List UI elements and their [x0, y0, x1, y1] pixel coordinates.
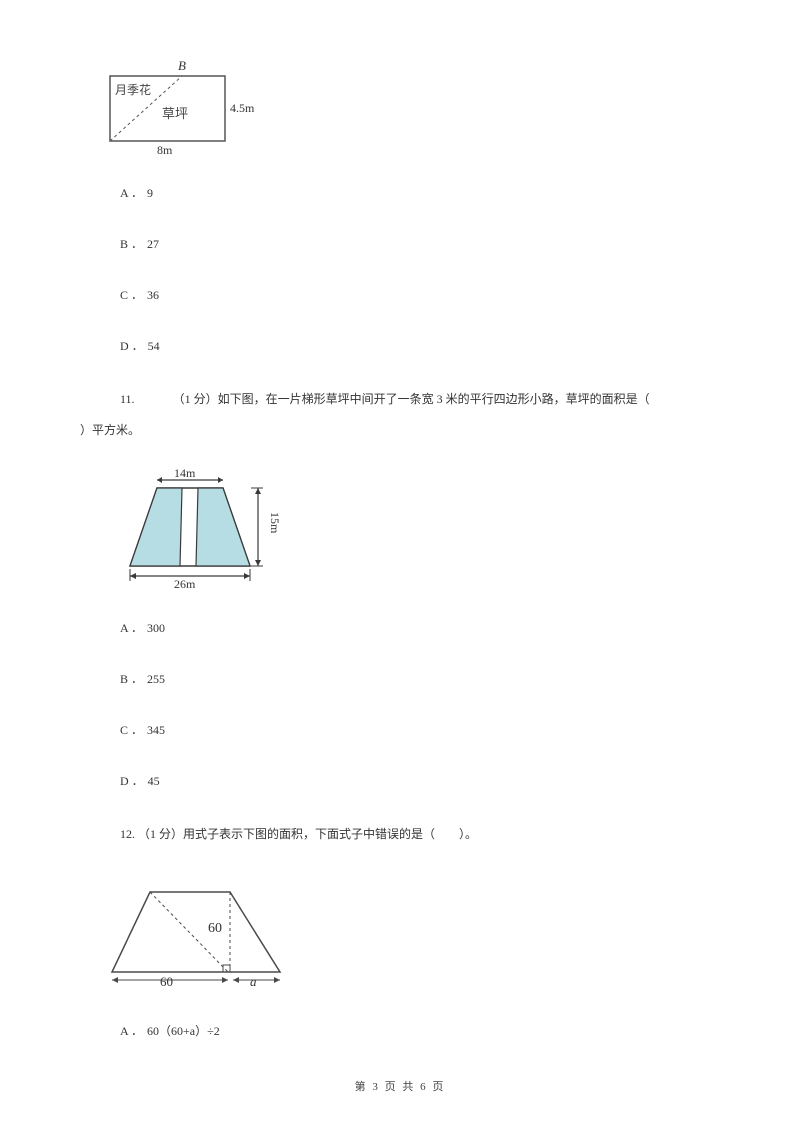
label-a: a — [250, 974, 257, 989]
q11-option-a: A ．300 — [120, 619, 720, 636]
label-flower: 月季花 — [115, 82, 151, 97]
figure-rectangle-lawn: B 月季花 草坪 4.5m 8m — [100, 56, 720, 156]
q11-option-d: D ．45 — [120, 772, 720, 789]
label-b: B — [178, 58, 186, 73]
q10-option-b: B ．27 — [120, 235, 720, 252]
label-width: 8m — [157, 143, 173, 156]
label-top: 14m — [174, 466, 196, 480]
q11-option-b: B ．255 — [120, 670, 720, 687]
figure-trapezoid-lawn: 14m 15m 26m — [120, 466, 720, 591]
label-lawn: 草坪 — [162, 106, 188, 121]
q12-text: 12. （1 分）用式子表示下图的面积，下面式子中错误的是（ ）。 — [120, 823, 720, 846]
label-h60: 60 — [208, 921, 222, 936]
label-height: 4.5m — [230, 101, 255, 115]
q10-option-c: C ．36 — [120, 286, 720, 303]
label-base60: 60 — [160, 974, 173, 989]
label-bottom: 26m — [174, 577, 196, 591]
q10-option-a: A ．9 — [120, 184, 720, 201]
q11-option-c: C ．345 — [120, 721, 720, 738]
page-footer: 第 3 页 共 6 页 — [0, 1078, 800, 1094]
q10-option-d: D ．54 — [120, 337, 720, 354]
q11-text-b: ）平方米。 — [80, 421, 720, 438]
q12-option-a: A ．60（60+a）÷2 — [120, 1022, 720, 1039]
label-height-2: 15m — [268, 512, 282, 534]
q11-text: 11.（1 分）如下图，在一片梯形草坪中间开了一条宽 3 米的平行四边形小路，草… — [120, 388, 720, 411]
figure-trapezoid-area: 60 60 a — [100, 874, 720, 994]
